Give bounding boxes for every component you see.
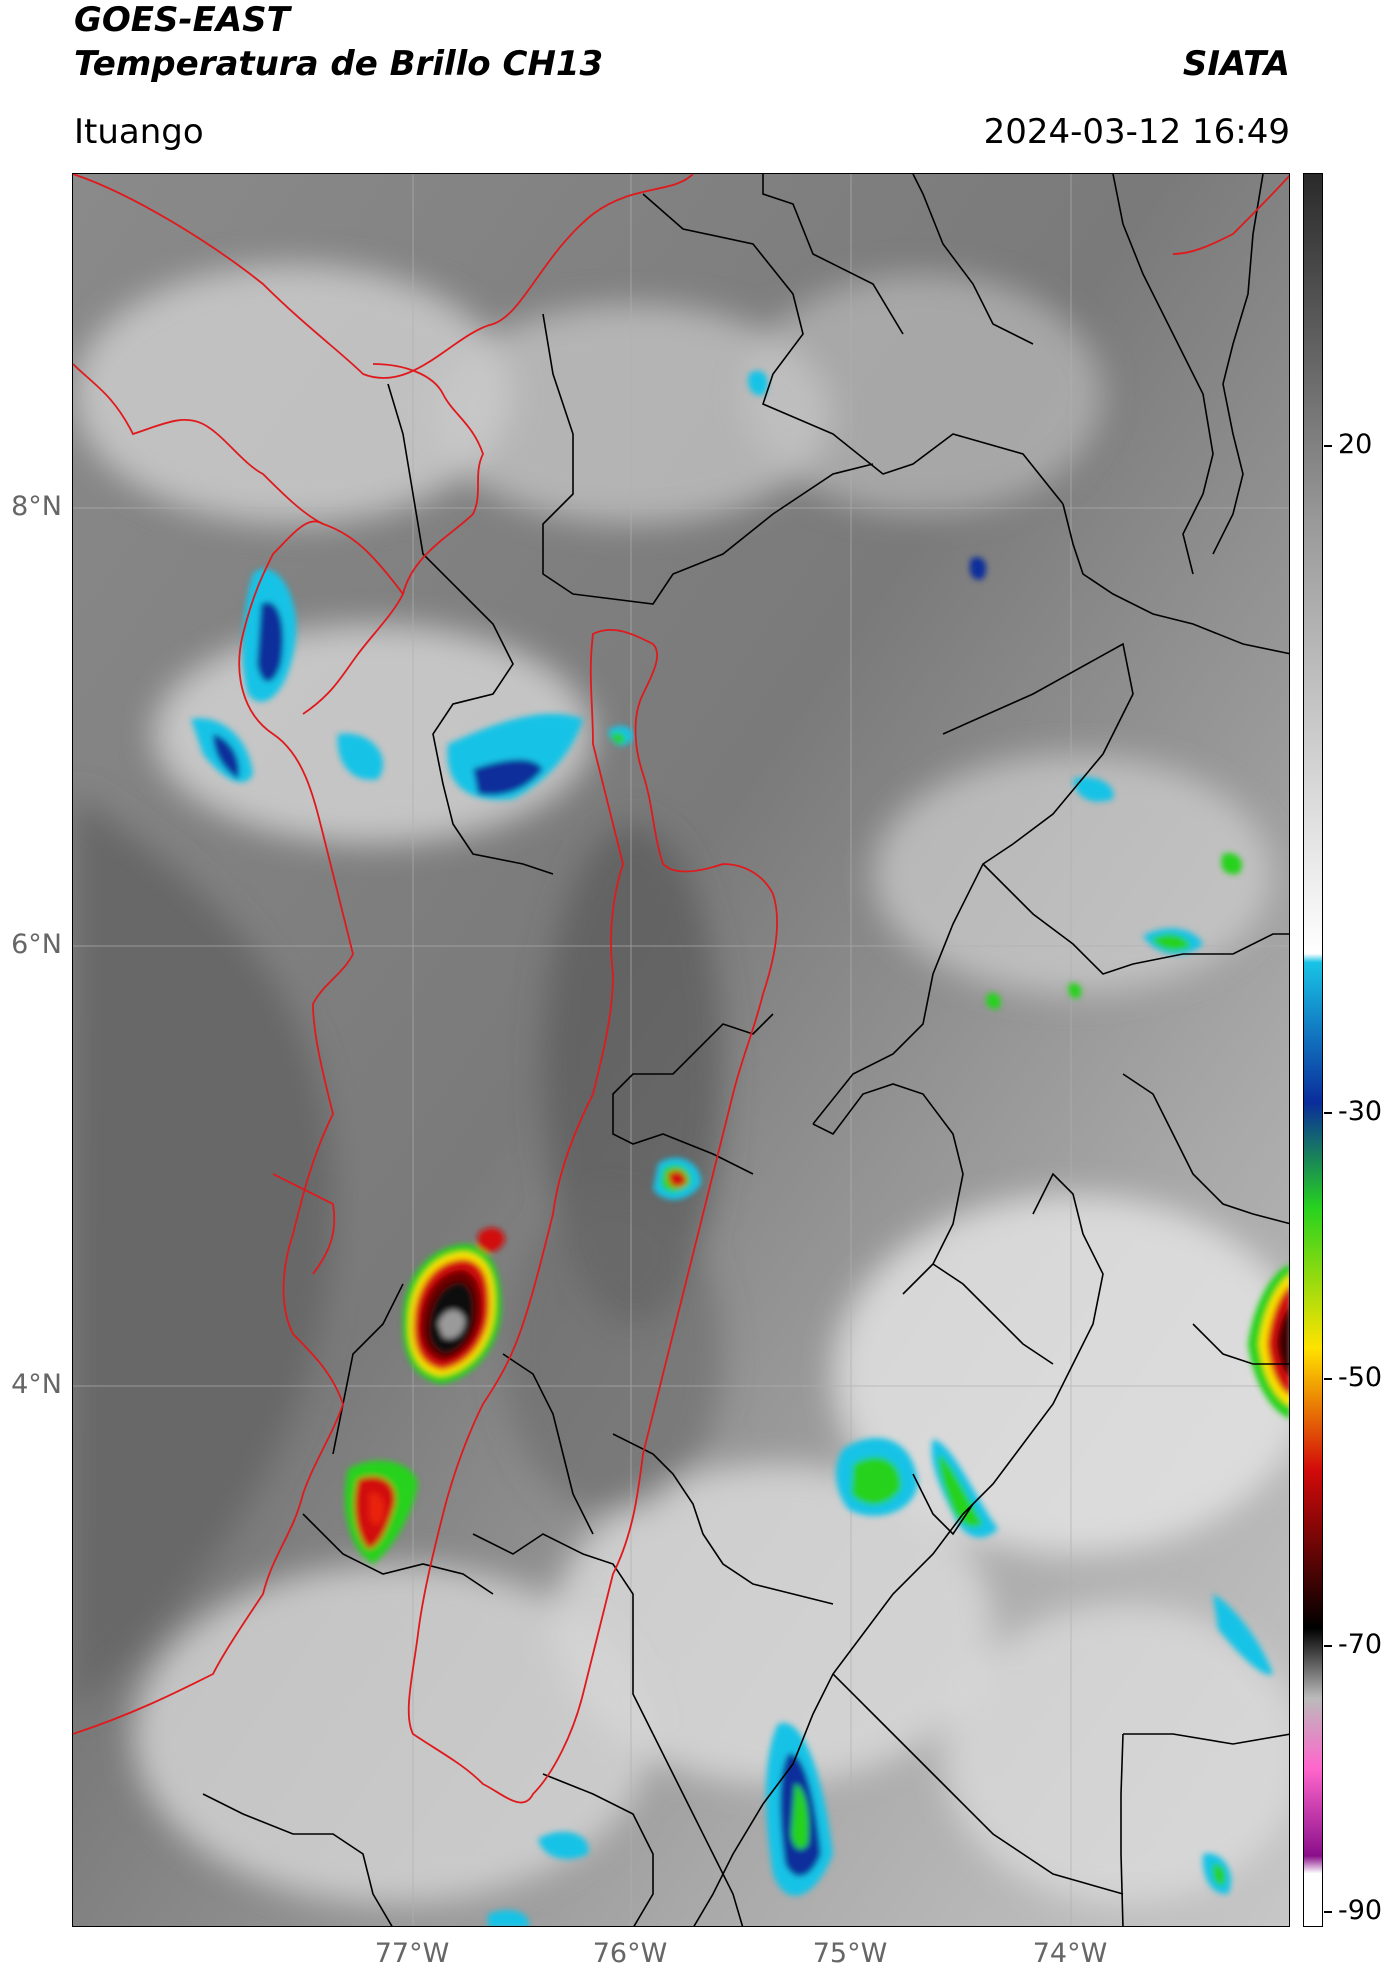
location-label: Ituango bbox=[74, 112, 204, 152]
pacific-warm-area bbox=[73, 794, 335, 1714]
lon-tick-label: 77°W bbox=[374, 1938, 450, 1969]
colorbar-tick bbox=[1324, 1112, 1332, 1114]
colorbar-label: -70 bbox=[1338, 1629, 1383, 1660]
lon-tick-label: 76°W bbox=[592, 1938, 668, 1969]
lat-tick-label: 8°N bbox=[11, 491, 62, 522]
colorbar-tick bbox=[1324, 1645, 1332, 1647]
lon-tick-label: 75°W bbox=[812, 1938, 888, 1969]
product-title: Temperatura de Brillo CH13 bbox=[74, 44, 604, 84]
colorbar-label: 20 bbox=[1338, 429, 1373, 460]
colorbar-tick bbox=[1324, 445, 1332, 447]
lat-tick-label: 4°N bbox=[11, 1369, 62, 1400]
map-canvas bbox=[73, 174, 1289, 1926]
organization-label: SIATA bbox=[1182, 44, 1290, 84]
lat-tick-label: 6°N bbox=[11, 929, 62, 960]
cold-cloud-tops bbox=[191, 370, 1289, 1926]
colorbar-label: -90 bbox=[1338, 1895, 1383, 1926]
colorbar-tick bbox=[1324, 1378, 1332, 1380]
datetime-label: 2024-03-12 16:49 bbox=[983, 112, 1290, 152]
graticule bbox=[73, 174, 1289, 1926]
temperature-colorbar bbox=[1303, 173, 1323, 1927]
lon-tick-label: 74°W bbox=[1032, 1938, 1108, 1969]
satellite-map bbox=[72, 173, 1290, 1927]
satellite-title: GOES-EAST bbox=[74, 0, 290, 40]
coastline-boundaries bbox=[73, 174, 1289, 1804]
country-boundaries bbox=[202, 174, 1289, 1926]
colorbar-label: -30 bbox=[1338, 1096, 1383, 1127]
colorbar-tick bbox=[1324, 1911, 1332, 1913]
colorbar-label: -50 bbox=[1338, 1362, 1383, 1393]
